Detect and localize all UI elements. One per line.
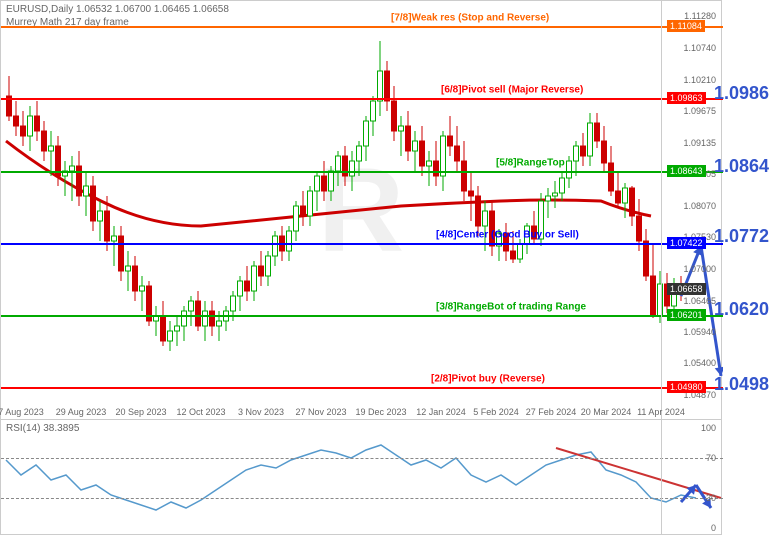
rsi-canvas [1,420,723,535]
main-chart[interactable]: EURUSD,Daily 1.06532 1.06700 1.06465 1.0… [0,0,722,420]
big-price-label: 1.0772 [714,226,769,247]
x-tick: 20 Sep 2023 [115,407,166,417]
x-tick: 11 Apr 2024 [637,407,685,417]
x-tick: 20 Mar 2024 [581,407,632,417]
murrey-price-3-8: 1.06201 [667,309,706,321]
x-tick: 12 Oct 2023 [176,407,225,417]
current-price: 1.06658 [667,283,706,295]
rsi-chart[interactable]: RSI(14) 38.3895 10070300 [0,420,722,535]
murrey-price-2-8: 1.04980 [667,381,706,393]
y-tick: 1.07000 [683,264,716,274]
murrey-price-6-8: 1.09863 [667,92,706,104]
x-tick: 27 Nov 2023 [295,407,346,417]
rsi-hline [1,498,723,499]
x-tick: 29 Aug 2023 [56,407,107,417]
big-price-label: 1.0620 [714,299,769,320]
y-tick: 1.08070 [683,201,716,211]
y-tick: 1.05400 [683,358,716,368]
murrey-line-5-8 [1,171,723,173]
chart-canvas [1,1,723,421]
murrey-line-3-8 [1,315,723,317]
murrey-label-3-8: [3/8]RangeBot of trading Range [436,302,586,313]
x-tick: 19 Dec 2023 [355,407,406,417]
big-price-label: 1.0864 [714,156,769,177]
rsi-y-tick: 30 [706,493,716,503]
murrey-line-6-8 [1,98,723,100]
y-tick: 1.10210 [683,75,716,85]
murrey-label-7-8: [7/8]Weak res (Stop and Reverse) [391,13,549,24]
x-tick: 5 Feb 2024 [473,407,519,417]
murrey-price-7-8: 1.11084 [667,20,705,32]
x-tick: 7 Aug 2023 [0,407,44,417]
y-tick: 1.10740 [683,43,716,53]
x-axis: 7 Aug 2023 29 Aug 2023 20 Sep 2023 12 Oct 2… [1,403,723,419]
murrey-label-4-8: [4/8]Center (Good Buy or Sell) [436,230,579,241]
rsi-y-tick: 0 [711,523,716,533]
rsi-y-axis: 100 70 30 0 [661,420,721,535]
x-tick: 27 Feb 2024 [526,407,577,417]
murrey-label-2-8: [2/8]Pivot buy (Reverse) [431,374,545,385]
murrey-line-2-8 [1,387,723,389]
y-tick: 1.05940 [683,327,716,337]
murrey-price-4-8: 1.07422 [667,237,706,249]
rsi-y-tick: 100 [701,423,716,433]
x-tick: 12 Jan 2024 [416,407,466,417]
x-tick: 3 Nov 2023 [238,407,284,417]
murrey-line-4-8 [1,243,723,245]
y-axis: 1.112801.107401.102101.096751.091351.086… [661,1,721,421]
big-price-label: 1.0986 [714,83,769,104]
murrey-price-5-8: 1.08643 [667,165,706,177]
y-tick: 1.06465 [683,296,716,306]
murrey-label-5-8: [5/8]RangeTop [496,158,565,169]
big-price-label: 1.0498 [714,374,769,395]
rsi-y-tick: 70 [706,453,716,463]
y-tick: 1.09675 [683,106,716,116]
murrey-label-6-8: [6/8]Pivot sell (Major Reverse) [441,85,583,96]
rsi-hline [1,458,723,459]
y-tick: 1.09135 [683,138,716,148]
murrey-line-7-8 [1,26,723,28]
